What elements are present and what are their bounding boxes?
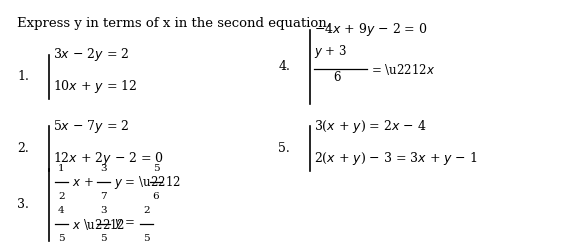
Text: 3($x$ + $y$) = 2$x$ − 4: 3($x$ + $y$) = 2$x$ − 4 <box>314 118 427 135</box>
Text: −4$x$ + 9$y$ − 2 = 0: −4$x$ + 9$y$ − 2 = 0 <box>314 21 428 38</box>
Text: 10$x$ + $y$ = 12: 10$x$ + $y$ = 12 <box>53 78 137 95</box>
Text: 5: 5 <box>100 234 107 243</box>
Text: $y$ =: $y$ = <box>114 217 136 231</box>
Text: 5: 5 <box>153 164 160 173</box>
Text: 3$x$ − 2$y$ = 2: 3$x$ − 2$y$ = 2 <box>53 46 129 63</box>
Text: $x$ +: $x$ + <box>72 176 93 189</box>
Text: 12$x$ + 2$y$ − 2 = 0: 12$x$ + 2$y$ − 2 = 0 <box>53 150 164 167</box>
Text: $x$ \u2212: $x$ \u2212 <box>72 217 125 232</box>
Text: 5$x$ − 7$y$ = 2: 5$x$ − 7$y$ = 2 <box>53 118 129 135</box>
Text: 5.: 5. <box>278 142 290 155</box>
Text: 3: 3 <box>100 206 107 215</box>
Text: $y$ = \u2212: $y$ = \u2212 <box>114 174 181 191</box>
Text: 4.: 4. <box>278 61 290 73</box>
Text: 6: 6 <box>153 192 160 201</box>
Text: 3: 3 <box>100 164 107 173</box>
Text: 2($x$ + $y$) − 3 = 3$x$ + $y$ − 1: 2($x$ + $y$) − 3 = 3$x$ + $y$ − 1 <box>314 150 478 167</box>
Text: 2.: 2. <box>17 142 29 155</box>
Text: 1.: 1. <box>17 70 29 83</box>
Text: 2: 2 <box>58 192 65 201</box>
Text: Express y in terms of x in the second equation.: Express y in terms of x in the second eq… <box>17 17 331 30</box>
Text: $y$ + 3: $y$ + 3 <box>314 43 347 60</box>
Text: = \u2212$x$: = \u2212$x$ <box>371 62 435 77</box>
Text: 2: 2 <box>143 206 150 215</box>
Text: 1: 1 <box>58 164 65 173</box>
Text: 7: 7 <box>100 192 107 201</box>
Text: 5: 5 <box>143 234 150 243</box>
Text: 6: 6 <box>333 71 340 84</box>
Text: 4: 4 <box>58 206 65 215</box>
Text: 5: 5 <box>58 234 65 243</box>
Text: 3.: 3. <box>17 198 29 211</box>
